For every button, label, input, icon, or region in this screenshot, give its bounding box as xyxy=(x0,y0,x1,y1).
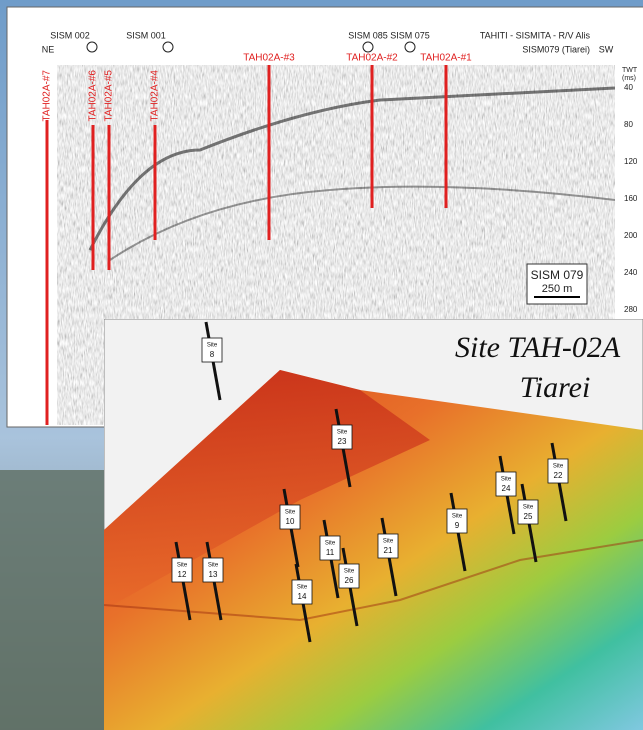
shotpoint-marker xyxy=(404,41,416,53)
site-box xyxy=(319,535,341,561)
axis-title: TWT xyxy=(622,67,638,74)
site-box xyxy=(547,458,569,484)
axis-tick-label: 40 xyxy=(624,83,633,92)
shotpoint-marker xyxy=(162,41,174,53)
site-box xyxy=(202,557,224,583)
site-number: 14 xyxy=(298,592,307,601)
shotpoint-marker xyxy=(86,41,98,53)
direction-label: SW xyxy=(599,44,614,54)
site-box xyxy=(377,533,399,559)
seafloor-reflector xyxy=(88,86,616,251)
hole-label: TAH02A-#2 xyxy=(346,53,398,64)
shotpoint-label: SISM 085 xyxy=(348,30,388,40)
site-number: 12 xyxy=(178,570,187,579)
axis-tick-label: 240 xyxy=(624,268,638,277)
hole-label: TAH02A-#4 xyxy=(150,70,161,122)
site-number: 23 xyxy=(338,437,347,446)
profile-name: SISM 079 xyxy=(531,268,584,282)
site-word: Site xyxy=(285,510,296,516)
axis-tick-label: 120 xyxy=(624,157,638,166)
hole-label: TAH02A-#7 xyxy=(42,70,53,122)
site-box xyxy=(331,424,353,450)
site-word: Site xyxy=(207,343,218,349)
site-word: Site xyxy=(501,477,512,483)
axis-unit: (ms) xyxy=(622,75,636,82)
profile-subtitle: SISM079 (Tiarei) xyxy=(522,44,590,54)
site-box xyxy=(171,557,193,583)
hole-label: TAH02A-#3 xyxy=(243,53,295,64)
map-title: Site TAH-02A xyxy=(455,331,621,364)
scale-label: 250 m xyxy=(542,283,573,295)
direction-label: NE xyxy=(42,44,55,54)
reflector xyxy=(109,185,616,261)
site-word: Site xyxy=(325,541,336,547)
site-word: Site xyxy=(344,569,355,575)
axis-tick-label: 200 xyxy=(624,231,638,240)
axis-tick-label: 80 xyxy=(624,120,633,129)
site-number: 9 xyxy=(455,521,460,530)
site-number: 13 xyxy=(209,570,218,579)
hole-label: TAH02A-#1 xyxy=(420,53,472,64)
site-number: 24 xyxy=(502,484,511,493)
site-box xyxy=(201,337,223,363)
site-box xyxy=(495,471,517,497)
shotpoint-label: SISM 002 xyxy=(50,30,90,40)
site-box xyxy=(446,508,468,534)
site-word: Site xyxy=(523,505,534,511)
site-box xyxy=(517,499,539,525)
site-box xyxy=(338,563,360,589)
site-word: Site xyxy=(553,464,564,470)
site-number: 10 xyxy=(286,517,295,526)
site-number: 11 xyxy=(326,548,335,557)
shotpoint-marker xyxy=(362,41,374,53)
map-subtitle: Tiarei xyxy=(520,371,591,404)
site-box xyxy=(279,504,301,530)
shotpoint-label: SISM 001 xyxy=(126,30,166,40)
site-number: 22 xyxy=(554,471,563,480)
profile-title: TAHITI - SISMITA - R/V Alis xyxy=(480,30,591,40)
site-number: 8 xyxy=(210,350,215,359)
site-box xyxy=(291,579,313,605)
hole-label: TAH02A-#5 xyxy=(104,70,115,122)
site-word: Site xyxy=(452,514,463,520)
site-number: 26 xyxy=(345,576,354,585)
axis-tick-label: 160 xyxy=(624,194,638,203)
shotpoint-label: SISM 075 xyxy=(390,30,430,40)
site-word: Site xyxy=(208,563,219,569)
hole-label: TAH02A-#6 xyxy=(88,70,99,122)
site-word: Site xyxy=(383,539,394,545)
site-word: Site xyxy=(337,430,348,436)
terrain-edge xyxy=(104,539,643,622)
site-word: Site xyxy=(297,585,308,591)
axis-tick-label: 280 xyxy=(624,305,638,314)
site-word: Site xyxy=(177,563,188,569)
site-number: 25 xyxy=(524,512,533,521)
site-number: 21 xyxy=(384,546,393,555)
